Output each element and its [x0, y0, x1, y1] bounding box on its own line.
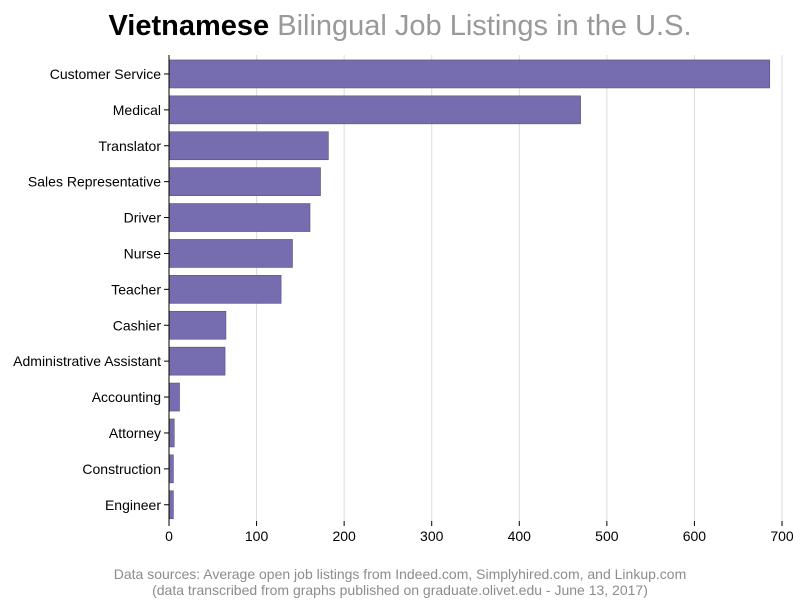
- data-source-note: Data sources: Average open job listings …: [0, 566, 800, 598]
- x-tick-label: 600: [683, 528, 707, 544]
- category-label: Accounting: [92, 389, 161, 405]
- bar-administrative-assistant: [168, 346, 226, 376]
- data-source-line-1: Data sources: Average open job listings …: [113, 566, 687, 582]
- bar-customer-service: [168, 59, 771, 89]
- category-label: Customer Service: [50, 66, 161, 82]
- category-label: Construction: [82, 461, 161, 477]
- category-label: Driver: [124, 210, 162, 226]
- x-tick-label: 200: [332, 528, 356, 544]
- category-label: Teacher: [111, 281, 161, 297]
- category-label: Attorney: [109, 425, 161, 441]
- bar-accounting: [168, 382, 180, 412]
- category-labels: Customer Service Medical Translator Sales R…: [13, 66, 161, 513]
- bar-attorney: [168, 418, 175, 448]
- bar-cashier: [168, 310, 227, 340]
- data-source-line-2: (data transcribed from graphs published …: [152, 582, 648, 598]
- bar-teacher: [168, 275, 282, 304]
- category-label: Sales Representative: [28, 174, 161, 190]
- axes: [164, 55, 783, 526]
- x-tick-label: 0: [165, 528, 173, 544]
- category-label: Medical: [113, 102, 161, 118]
- gridlines: [256, 55, 783, 521]
- bar-chart: Customer Service Medical Translator Sales R…: [13, 55, 794, 544]
- x-tick-label: 700: [770, 528, 794, 544]
- bars: [168, 59, 771, 520]
- bar-medical: [168, 95, 581, 125]
- category-label: Cashier: [113, 317, 162, 333]
- x-tick-label: 300: [420, 528, 444, 544]
- x-tick-label: 400: [508, 528, 532, 544]
- bar-nurse: [168, 239, 293, 268]
- chart-title-rest: Bilingual Job Listings in the U.S.: [269, 10, 692, 42]
- category-label: Nurse: [124, 245, 162, 261]
- chart-title: Vietnamese Bilingual Job Listings in the…: [0, 8, 800, 44]
- bar-construction: [168, 454, 174, 484]
- x-tick-labels: 0 100 200 300 400 500 600 700: [165, 528, 794, 544]
- x-tick-label: 500: [595, 528, 619, 544]
- bar-driver: [168, 203, 311, 232]
- category-label: Administrative Assistant: [13, 353, 161, 369]
- chart-title-language: Vietnamese: [108, 10, 270, 42]
- bar-translator: [168, 131, 329, 161]
- category-label: Translator: [98, 138, 161, 154]
- category-label: Engineer: [105, 497, 161, 513]
- x-tick-label: 100: [245, 528, 269, 544]
- bar-engineer: [168, 490, 174, 520]
- bar-sales-representative: [168, 167, 321, 196]
